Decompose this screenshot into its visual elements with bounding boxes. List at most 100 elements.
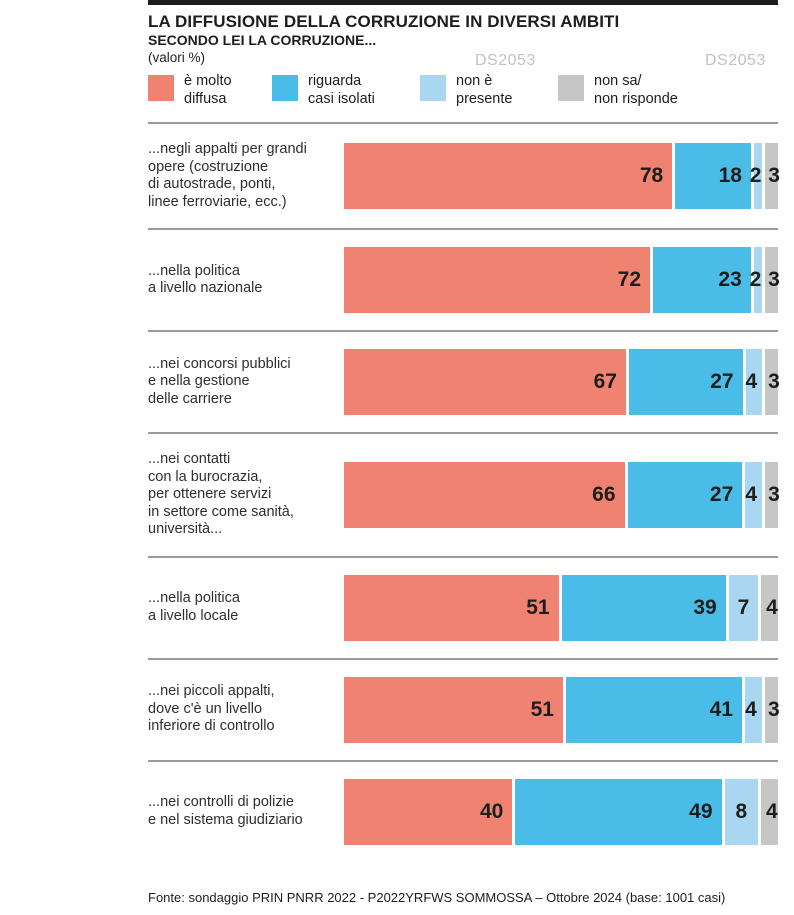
category-label: ...nella politica a livello locale [148, 590, 240, 624]
value-label: 3 [768, 697, 780, 721]
bar-segment-non-presente: 7 [728, 574, 759, 641]
bar-segment-casi-isolati: 49 [515, 778, 722, 845]
chart-row: ...nei piccoli appalti, dove c'è un live… [148, 657, 780, 760]
category-label: ...nella politica a livello nazionale [148, 262, 263, 297]
bar-segment-non-sa: 3 [765, 676, 780, 743]
value-label: 51 [526, 595, 550, 619]
stacked-bar: 51 41 4 3 [344, 676, 780, 743]
category-label: ...nei concorsi pubblici e nella gestion… [148, 355, 291, 407]
value-label: 51 [530, 697, 554, 721]
bar-segment-molto-diffusa: 78 [344, 143, 673, 209]
value-label: 2 [749, 268, 762, 291]
value-label: 7 [737, 595, 750, 619]
legend-swatch-non-presente [420, 75, 446, 101]
chart-rows: ...negli appalti per grandi opere (costr… [148, 122, 780, 862]
bar-segment-molto-diffusa: 51 [344, 574, 559, 641]
bar-segment-non-sa: 4 [761, 778, 778, 845]
bar-segment-molto-diffusa: 40 [344, 778, 513, 845]
value-label: 41 [709, 697, 733, 721]
chart-title: LA DIFFUSIONE DELLA CORRUZIONE IN DIVERS… [148, 12, 620, 31]
value-label: 3 [768, 164, 780, 187]
value-label: 4 [745, 370, 758, 393]
legend-swatch-molto-diffusa [148, 75, 174, 101]
value-label: 3 [768, 482, 780, 506]
stacked-bar: 67 27 4 3 [344, 349, 780, 415]
unit-note: (valori %) [148, 50, 206, 65]
chart-row: ...nei controlli di polizie e nel sistem… [148, 759, 778, 862]
stacked-bar: 40 49 8 4 [344, 778, 778, 845]
bar-segment-molto-diffusa: 51 [344, 676, 563, 743]
category-label: ...nei contatti con la burocrazia, per o… [148, 451, 294, 537]
stacked-bar: 78 18 2 3 [344, 143, 780, 209]
chart-row: ...negli appalti per grandi opere (costr… [148, 122, 780, 228]
value-label: 4 [766, 595, 778, 619]
bar-segment-casi-isolati: 39 [561, 574, 726, 641]
value-label: 2 [749, 164, 762, 187]
legend-item-non-sa: non sa/ non risponde [558, 72, 678, 108]
legend-swatch-non-sa [558, 75, 584, 101]
bar-segment-non-presente: 4 [745, 461, 763, 528]
chart-subtitle: SECONDO LEI LA CORRUZIONE... [148, 32, 377, 48]
stacked-bar: 72 23 2 3 [344, 247, 780, 313]
bar-segment-non-sa: 3 [765, 349, 780, 415]
value-label: 66 [592, 482, 616, 506]
value-label: 4 [745, 697, 757, 721]
legend-item-molto-diffusa: è molto diffusa [148, 72, 272, 108]
value-label: 18 [718, 164, 742, 187]
bar-segment-non-presente: 2 [750, 143, 763, 209]
source-note: Fonte: sondaggio PRIN PNRR 2022 - P2022Y… [148, 889, 726, 905]
category-label: ...nei piccoli appalti, dove c'è un live… [148, 683, 275, 735]
value-label: 49 [689, 799, 713, 823]
bar-segment-casi-isolati: 27 [628, 349, 743, 415]
chart-row: ...nei contatti con la burocrazia, per o… [148, 432, 780, 556]
bar-segment-non-sa: 3 [765, 461, 780, 528]
bar-segment-non-presente: 2 [750, 247, 763, 313]
bar-segment-casi-isolati: 27 [627, 461, 743, 528]
legend-label: è molto diffusa [184, 73, 232, 107]
legend-item-casi-isolati: riguarda casi isolati [272, 72, 420, 108]
legend-swatch-casi-isolati [272, 75, 298, 101]
value-label: 67 [593, 370, 617, 393]
value-label: 72 [617, 268, 641, 291]
category-label: ...negli appalti per grandi opere (costr… [148, 141, 307, 210]
bar-segment-molto-diffusa: 66 [344, 461, 625, 528]
legend-item-non-presente: non è presente [420, 72, 558, 108]
stacked-bar: 51 39 7 4 [344, 574, 778, 641]
bar-segment-molto-diffusa: 72 [344, 247, 650, 313]
chart-row: ...nei concorsi pubblici e nella gestion… [148, 330, 780, 432]
value-label: 8 [735, 799, 748, 823]
value-label: 3 [768, 268, 780, 291]
legend: è molto diffusa riguarda casi isolati no… [148, 72, 778, 108]
top-rule [148, 0, 778, 5]
chart-row: ...nella politica a livello nazionale 72 2… [148, 228, 780, 330]
content: LA DIFFUSIONE DELLA CORRUZIONE IN DIVERS… [148, 0, 780, 915]
watermark: DS2053 [705, 52, 766, 69]
bar-segment-molto-diffusa: 67 [344, 349, 626, 415]
bar-segment-casi-isolati: 23 [653, 247, 751, 313]
legend-label: non è presente [456, 73, 513, 107]
value-label: 78 [639, 164, 664, 187]
legend-label: non sa/ non risponde [594, 73, 678, 107]
value-label: 27 [709, 482, 734, 506]
category-label: ...nei controlli di polizie e nel sistem… [148, 794, 303, 828]
bar-segment-non-sa: 3 [765, 143, 780, 209]
bar-segment-non-presente: 4 [746, 349, 763, 415]
bar-segment-casi-isolati: 18 [675, 143, 751, 209]
watermark: DS2053 [475, 52, 536, 69]
bar-segment-non-sa: 3 [765, 247, 780, 313]
chart-row: ...nella politica a livello locale 51 39 7 4 [148, 555, 778, 658]
stacked-bar: 66 27 4 3 [344, 461, 780, 528]
value-label: 3 [768, 370, 780, 393]
legend-label: riguarda casi isolati [308, 73, 375, 107]
bar-segment-non-presente: 8 [724, 778, 759, 845]
bar-segment-non-sa: 4 [761, 574, 778, 641]
value-label: 27 [710, 370, 734, 393]
value-label: 39 [693, 595, 717, 619]
value-label: 4 [745, 482, 758, 506]
value-label: 4 [766, 799, 778, 823]
bar-segment-non-presente: 4 [744, 676, 763, 743]
value-label: 23 [718, 268, 742, 291]
value-label: 40 [479, 799, 504, 823]
bar-segment-casi-isolati: 41 [565, 676, 742, 743]
